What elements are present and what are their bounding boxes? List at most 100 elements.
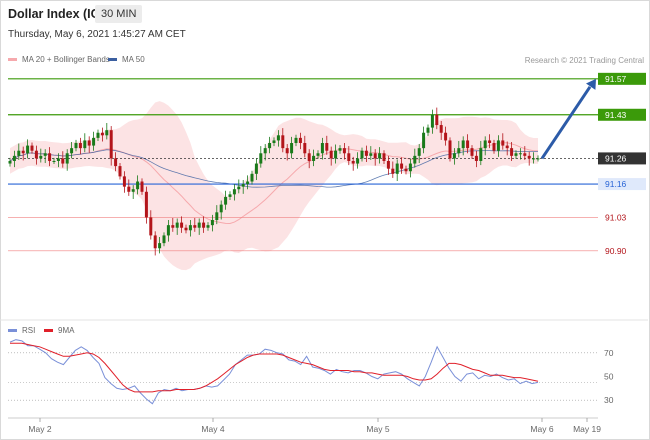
rsi-ma-line bbox=[10, 342, 539, 393]
candle-body bbox=[87, 140, 91, 146]
candle-body bbox=[48, 153, 52, 161]
candle-body bbox=[136, 181, 140, 190]
legend-label-rsi: RSI bbox=[22, 326, 36, 335]
bollinger-band bbox=[9, 101, 538, 271]
candle-body bbox=[294, 137, 298, 144]
candle-body bbox=[448, 140, 452, 159]
candle-body bbox=[100, 132, 104, 136]
candle-body bbox=[329, 150, 333, 159]
instrument-title: Dollar Index (ICE) bbox=[8, 7, 113, 21]
candle-body bbox=[312, 155, 316, 161]
candle-body bbox=[193, 225, 197, 228]
candle-body bbox=[254, 163, 258, 174]
candle-body bbox=[175, 222, 179, 228]
candle-body bbox=[417, 148, 421, 156]
level-label: 91.03 bbox=[605, 212, 627, 222]
candle-body bbox=[184, 227, 188, 231]
candle-body bbox=[532, 158, 536, 160]
candle-body bbox=[334, 150, 338, 159]
candle-body bbox=[404, 168, 408, 172]
candle-body bbox=[210, 220, 214, 226]
candle-body bbox=[307, 153, 311, 161]
legend-item-ma50: MA 50 bbox=[108, 55, 145, 64]
candle-body bbox=[74, 143, 78, 149]
candle-body bbox=[316, 153, 320, 156]
candle-body bbox=[17, 150, 21, 156]
candle-body bbox=[325, 143, 329, 151]
candle-body bbox=[105, 130, 109, 136]
candle-body bbox=[188, 225, 192, 231]
candle-body bbox=[140, 181, 144, 192]
candle-body bbox=[127, 186, 131, 192]
candle-body bbox=[246, 181, 250, 185]
candle-body bbox=[435, 114, 439, 126]
candle-body bbox=[78, 143, 82, 149]
level-tag bbox=[598, 108, 646, 121]
candle-body bbox=[338, 148, 342, 151]
legend-swatch-rsi bbox=[8, 329, 17, 332]
candle-body bbox=[510, 148, 514, 156]
candle-body bbox=[290, 143, 294, 154]
candle-body bbox=[496, 140, 500, 151]
candle-body bbox=[430, 114, 434, 128]
candle-body bbox=[514, 153, 518, 156]
candle-body bbox=[439, 125, 443, 133]
candle-body bbox=[131, 189, 135, 192]
x-tick-label: May 4 bbox=[201, 424, 224, 434]
candle-body bbox=[122, 176, 126, 187]
candle-body bbox=[281, 135, 285, 149]
copyright-text: Research © 2021 Trading Central bbox=[524, 56, 644, 65]
candle-body bbox=[501, 140, 505, 146]
candle-body bbox=[285, 148, 289, 154]
timeframe-badge[interactable]: 30 MIN bbox=[95, 5, 143, 23]
candle-body bbox=[268, 143, 272, 149]
rsi-tick-label: 70 bbox=[604, 348, 614, 358]
level-label: 91.43 bbox=[605, 110, 627, 120]
legend-swatch-ma20 bbox=[8, 58, 17, 61]
candle-body bbox=[153, 235, 157, 249]
candle-body bbox=[461, 140, 465, 149]
candle-body bbox=[149, 217, 153, 236]
candle-body bbox=[356, 158, 360, 164]
candle-body bbox=[263, 148, 267, 154]
candle-body bbox=[391, 168, 395, 174]
legend-label-ma50: MA 50 bbox=[122, 55, 145, 64]
x-tick-label: May 5 bbox=[366, 424, 389, 434]
candle-body bbox=[180, 222, 184, 228]
candle-body bbox=[224, 196, 228, 205]
candle-body bbox=[479, 148, 483, 161]
datetime-label: Thursday, May 6, 2021 1:45:27 AM CET bbox=[8, 29, 186, 40]
candle-body bbox=[422, 132, 426, 149]
candle-body bbox=[347, 153, 351, 161]
candle-body bbox=[250, 173, 254, 182]
candle-body bbox=[492, 143, 496, 151]
candle-body bbox=[364, 150, 368, 156]
candle-body bbox=[215, 212, 219, 221]
candle-body bbox=[43, 153, 47, 156]
candle-body bbox=[65, 153, 69, 164]
candle-body bbox=[8, 160, 12, 164]
candle-body bbox=[206, 225, 210, 228]
candle-body bbox=[536, 158, 540, 160]
candle-body bbox=[272, 140, 276, 144]
candle-body bbox=[228, 194, 232, 197]
candle-body bbox=[30, 145, 34, 151]
x-tick-label: May 19 bbox=[573, 424, 601, 434]
candle-body bbox=[351, 160, 355, 164]
candle-body bbox=[118, 166, 122, 177]
candle-body bbox=[34, 150, 38, 159]
legend-item-ma20: MA 20 + Bollinger Bands bbox=[8, 55, 110, 64]
candle-body bbox=[466, 140, 470, 149]
candle-body bbox=[483, 140, 487, 149]
legend-label-9ma: 9MA bbox=[58, 326, 75, 335]
levels: 91.57 91.43 91.26 91.16 91.03 90.90 bbox=[8, 72, 646, 256]
candle-body bbox=[70, 148, 74, 154]
forecast-arrow-line bbox=[540, 85, 592, 160]
level-tag bbox=[598, 178, 646, 191]
forecast-arrow-head bbox=[586, 78, 596, 90]
candle-body bbox=[114, 158, 118, 167]
candle-body bbox=[276, 135, 280, 141]
level-tag bbox=[598, 72, 646, 85]
